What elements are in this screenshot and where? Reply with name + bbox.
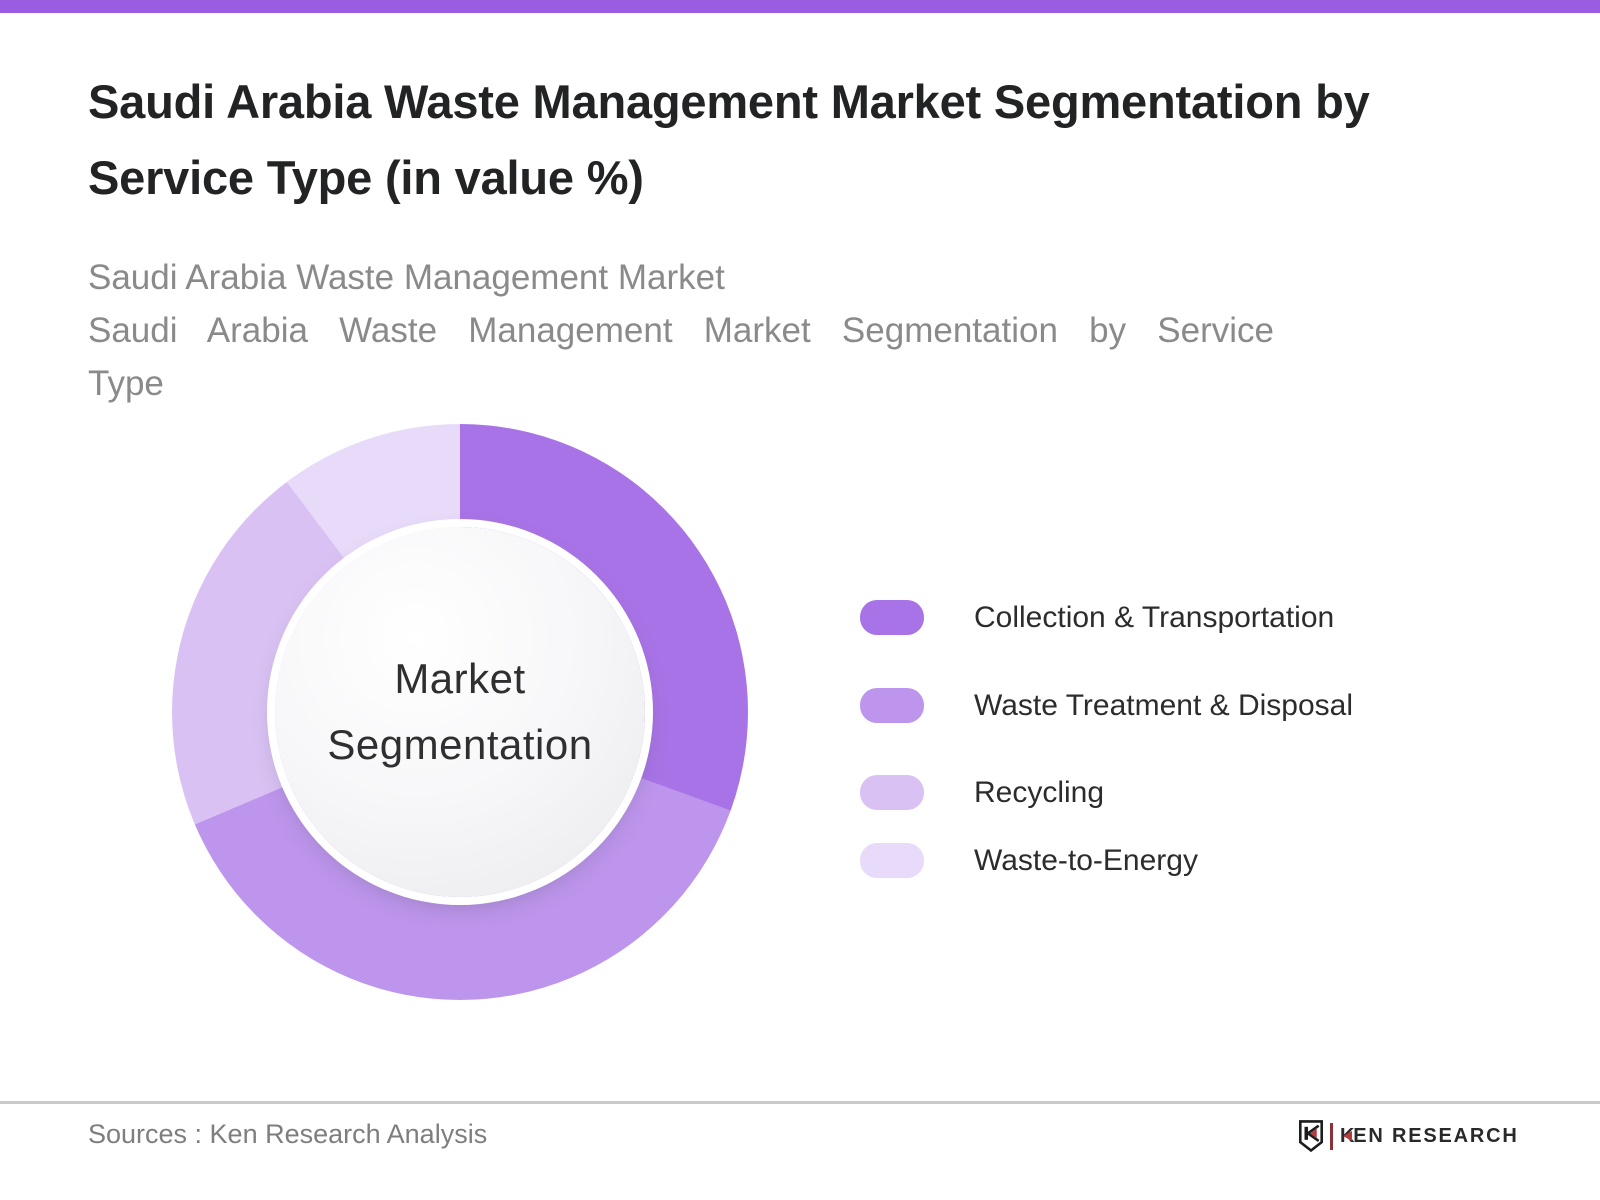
legend-item-collection-transportation: Collection & Transportation xyxy=(860,600,1334,635)
subtitle-line1: Saudi Arabia Waste Management Market xyxy=(88,258,725,297)
top-accent-bar xyxy=(0,0,1600,13)
page-title-line1: Saudi Arabia Waste Management Market Seg… xyxy=(88,75,1370,128)
legend-label: Waste-to-Energy xyxy=(974,843,1198,877)
donut-center-label: Market Segmentation xyxy=(327,646,592,778)
donut-center-label-line1: Market xyxy=(394,655,526,702)
logo-divider xyxy=(1330,1122,1333,1150)
legend-label: Recycling xyxy=(974,775,1105,809)
logo-wordmark: K EN RESEARCH xyxy=(1340,1125,1519,1148)
logo-k-triangle-icon xyxy=(1343,1131,1353,1141)
legend-swatch-waste-to-energy xyxy=(860,843,924,878)
legend-swatch-waste-treatment-disposal xyxy=(860,688,924,723)
legend-label: Waste Treatment & Disposal xyxy=(974,688,1354,722)
legend-swatch-collection-transportation xyxy=(860,600,924,635)
legend-label: Collection & Transportation xyxy=(974,600,1335,634)
source-attribution: Sources : Ken Research Analysis xyxy=(88,1119,488,1149)
footer-divider xyxy=(0,1101,1600,1104)
legend-item-waste-to-energy: Waste-to-Energy xyxy=(860,843,1198,878)
ken-research-logo: K EN RESEARCH xyxy=(1298,1116,1519,1156)
legend-item-waste-treatment-disposal: Waste Treatment & Disposal xyxy=(860,688,1353,723)
legend-swatch-recycling xyxy=(860,775,924,810)
donut-center: Market Segmentation xyxy=(275,527,645,897)
page-title: Saudi Arabia Waste Management Market Seg… xyxy=(88,64,1370,216)
subtitle-line3: Type xyxy=(88,364,164,403)
legend-item-recycling: Recycling xyxy=(860,775,1104,810)
subtitle-line2: Saudi Arabia Waste Management Market Seg… xyxy=(88,311,1274,350)
logo-wordmark-rest: EN RESEARCH xyxy=(1353,1124,1519,1147)
chart-subtitle: Saudi Arabia Waste Management Market Sau… xyxy=(88,251,1274,410)
page-title-line2: Service Type (in value %) xyxy=(88,151,644,204)
ken-research-shield-icon xyxy=(1298,1120,1324,1153)
donut-center-label-line2: Segmentation xyxy=(327,721,593,768)
